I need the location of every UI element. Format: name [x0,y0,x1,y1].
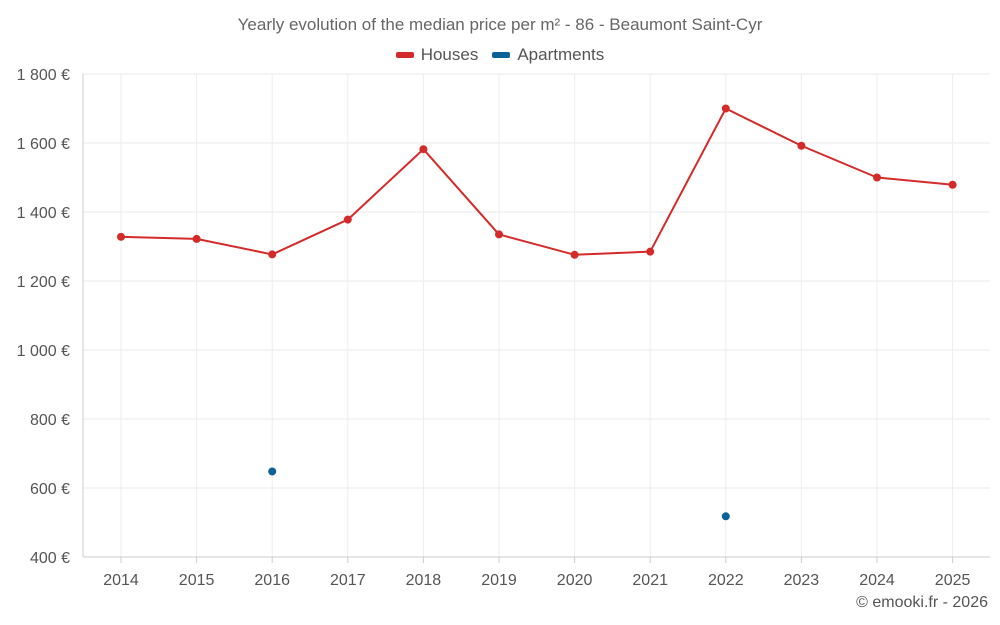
x-tick-label: 2021 [632,572,668,589]
legend-swatch-houses [395,52,414,58]
series-layer [117,104,957,521]
x-tick-label: 2020 [557,572,593,589]
axes: 400 € 600 € 800 € 1 000 € 1 200 € 1 400 € 1 60… [17,67,990,589]
legend-label-apartments: Apartments [517,45,605,64]
y-tick-label: 1 600 € [17,136,70,153]
x-tick-label: 2017 [330,572,366,589]
legend-item-apartments[interactable]: Apartments [492,45,604,65]
data-point-houses[interactable] [873,173,881,182]
y-tick-label: 1 000 € [17,343,70,360]
x-tick-label: 2023 [784,572,820,589]
x-tick-label: 2024 [859,572,895,589]
credit-text: © emooki.fr - 2026 [856,594,988,611]
data-point-houses[interactable] [721,104,730,113]
data-point-houses[interactable] [570,250,579,259]
x-tick-label: 2014 [103,572,139,589]
data-point-houses[interactable] [117,232,125,241]
x-tick-label: 2022 [708,572,744,589]
x-tick-label: 2025 [935,572,971,589]
data-point-houses[interactable] [797,141,806,150]
data-point-houses[interactable] [419,145,428,154]
y-tick-label: 1 800 € [17,67,70,84]
y-tick-label: 400 € [30,550,70,567]
data-point-houses[interactable] [192,234,201,243]
y-tick-label: 1 400 € [17,205,70,222]
legend-item-houses[interactable]: Houses [395,45,479,65]
data-point-houses[interactable] [343,215,352,224]
data-point-houses[interactable] [268,250,277,259]
legend-label-houses: Houses [420,45,479,64]
series-line-houses [120,107,953,256]
x-tick-label: 2015 [179,572,215,589]
y-tick-label: 600 € [30,481,70,498]
x-tick-label: 2018 [406,572,442,589]
legend-swatch-apartments [492,52,511,58]
y-tick-label: 1 200 € [17,274,70,291]
data-point-apartments[interactable] [268,467,277,476]
data-point-houses[interactable] [495,230,503,239]
data-point-houses[interactable] [646,247,655,256]
x-tick-label: 2016 [254,572,290,589]
grid-lines [83,73,990,558]
chart-title: Yearly evolution of the median price per… [237,15,763,34]
y-tick-label: 800 € [30,412,70,429]
x-tick-label: 2019 [481,572,517,589]
data-point-houses[interactable] [948,180,957,189]
legend: Houses Apartments [0,45,1000,65]
data-point-apartments[interactable] [721,512,730,521]
